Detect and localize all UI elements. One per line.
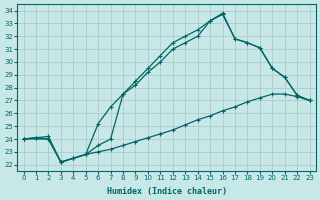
X-axis label: Humidex (Indice chaleur): Humidex (Indice chaleur) [107,187,227,196]
